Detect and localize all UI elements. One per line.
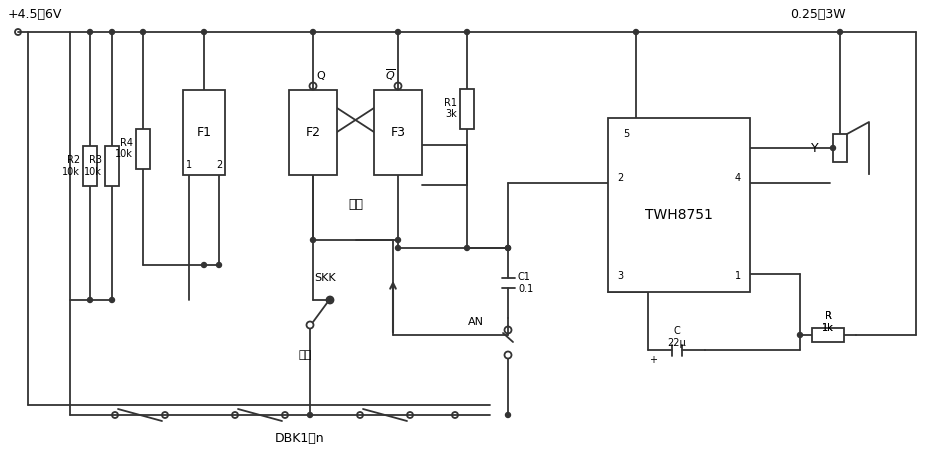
Circle shape [110, 30, 115, 35]
Text: R1
3k: R1 3k [444, 98, 457, 119]
Text: Y: Y [811, 142, 818, 155]
Circle shape [311, 30, 316, 35]
Circle shape [465, 246, 469, 251]
Bar [608, 118, 750, 292]
Text: 开门: 开门 [298, 350, 312, 360]
Text: 4: 4 [735, 173, 741, 183]
Text: DBK1～n: DBK1～n [276, 431, 325, 445]
Bar [374, 90, 422, 175]
Text: 锁门: 锁门 [348, 198, 363, 212]
Text: AN: AN [468, 317, 484, 327]
Text: C
22μ: C 22μ [668, 326, 686, 348]
Circle shape [633, 30, 639, 35]
Polygon shape [847, 122, 869, 174]
Circle shape [201, 263, 207, 268]
Text: R2
10k: R2 10k [62, 155, 80, 177]
Circle shape [830, 146, 835, 151]
Circle shape [307, 413, 313, 418]
Text: 1: 1 [186, 160, 192, 170]
Bar [460, 89, 474, 128]
Text: R
1k: R 1k [822, 311, 834, 333]
Text: 5: 5 [623, 129, 629, 139]
Circle shape [141, 30, 145, 35]
Bar [812, 328, 844, 342]
Circle shape [328, 298, 332, 303]
Text: +: + [649, 355, 657, 365]
Text: +4.5～6V: +4.5～6V [8, 7, 62, 20]
Text: R3
10k: R3 10k [84, 155, 102, 177]
Text: SKK: SKK [314, 273, 336, 283]
Circle shape [88, 30, 92, 35]
Text: TWH8751: TWH8751 [645, 208, 713, 222]
Text: 0.25～3W: 0.25～3W [790, 7, 845, 20]
Text: R4
10k: R4 10k [115, 138, 133, 159]
Circle shape [201, 30, 207, 35]
Text: 2: 2 [617, 173, 623, 183]
Text: R
1k: R 1k [822, 311, 834, 333]
Circle shape [506, 246, 510, 251]
Bar [183, 90, 225, 175]
Circle shape [396, 30, 400, 35]
Text: 2: 2 [216, 160, 223, 170]
Circle shape [506, 246, 510, 251]
Bar [833, 134, 847, 162]
Circle shape [396, 238, 400, 243]
Bar [83, 146, 97, 186]
Text: $\overline{Q}$: $\overline{Q}$ [385, 67, 396, 83]
Text: F2: F2 [305, 126, 320, 139]
Circle shape [838, 30, 843, 35]
Text: F1: F1 [196, 126, 211, 139]
Circle shape [311, 238, 316, 243]
Text: F3: F3 [390, 126, 406, 139]
Circle shape [396, 246, 400, 251]
Text: 3: 3 [617, 271, 623, 281]
Circle shape [465, 30, 469, 35]
Circle shape [217, 263, 222, 268]
Bar [136, 128, 150, 168]
Text: 1: 1 [735, 271, 741, 281]
Text: C1
0.1: C1 0.1 [518, 272, 533, 294]
Bar [289, 90, 337, 175]
Circle shape [110, 298, 115, 303]
Bar [105, 146, 119, 186]
Text: Q: Q [317, 71, 325, 81]
Circle shape [88, 298, 92, 303]
Circle shape [798, 333, 803, 338]
Circle shape [506, 413, 510, 418]
